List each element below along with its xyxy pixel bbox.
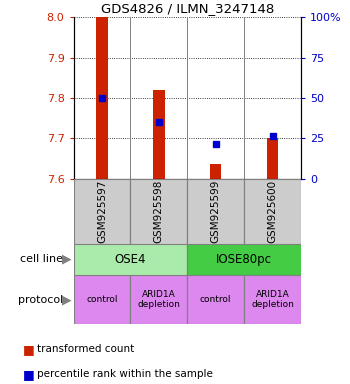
- Text: control: control: [200, 295, 231, 304]
- Bar: [74, 179, 130, 244]
- Bar: [187, 275, 244, 324]
- Bar: [267, 138, 278, 179]
- Bar: [244, 275, 301, 324]
- Bar: [96, 17, 108, 179]
- Bar: [153, 90, 164, 179]
- Text: ARID1A
depletion: ARID1A depletion: [251, 290, 294, 309]
- Text: ■: ■: [23, 368, 35, 381]
- Text: control: control: [86, 295, 118, 304]
- Bar: [74, 275, 130, 324]
- Bar: [187, 179, 244, 244]
- Text: GSM925600: GSM925600: [267, 180, 278, 243]
- Text: cell line: cell line: [20, 254, 66, 264]
- Text: percentile rank within the sample: percentile rank within the sample: [37, 369, 213, 379]
- Text: ■: ■: [23, 343, 35, 356]
- Bar: [244, 179, 301, 244]
- Bar: [74, 244, 187, 275]
- Text: ▶: ▶: [62, 253, 72, 266]
- Bar: [130, 275, 187, 324]
- Text: ▶: ▶: [62, 293, 72, 306]
- Bar: [187, 244, 301, 275]
- Text: GSM925598: GSM925598: [154, 179, 164, 243]
- Text: protocol: protocol: [18, 295, 66, 305]
- Text: transformed count: transformed count: [37, 344, 134, 354]
- Text: GSM925597: GSM925597: [97, 179, 107, 243]
- Bar: [210, 164, 221, 179]
- Text: GSM925599: GSM925599: [211, 179, 221, 243]
- Text: ARID1A
depletion: ARID1A depletion: [137, 290, 180, 309]
- Bar: [130, 179, 187, 244]
- Text: OSE4: OSE4: [115, 253, 146, 266]
- Text: IOSE80pc: IOSE80pc: [216, 253, 272, 266]
- Title: GDS4826 / ILMN_3247148: GDS4826 / ILMN_3247148: [101, 2, 274, 15]
